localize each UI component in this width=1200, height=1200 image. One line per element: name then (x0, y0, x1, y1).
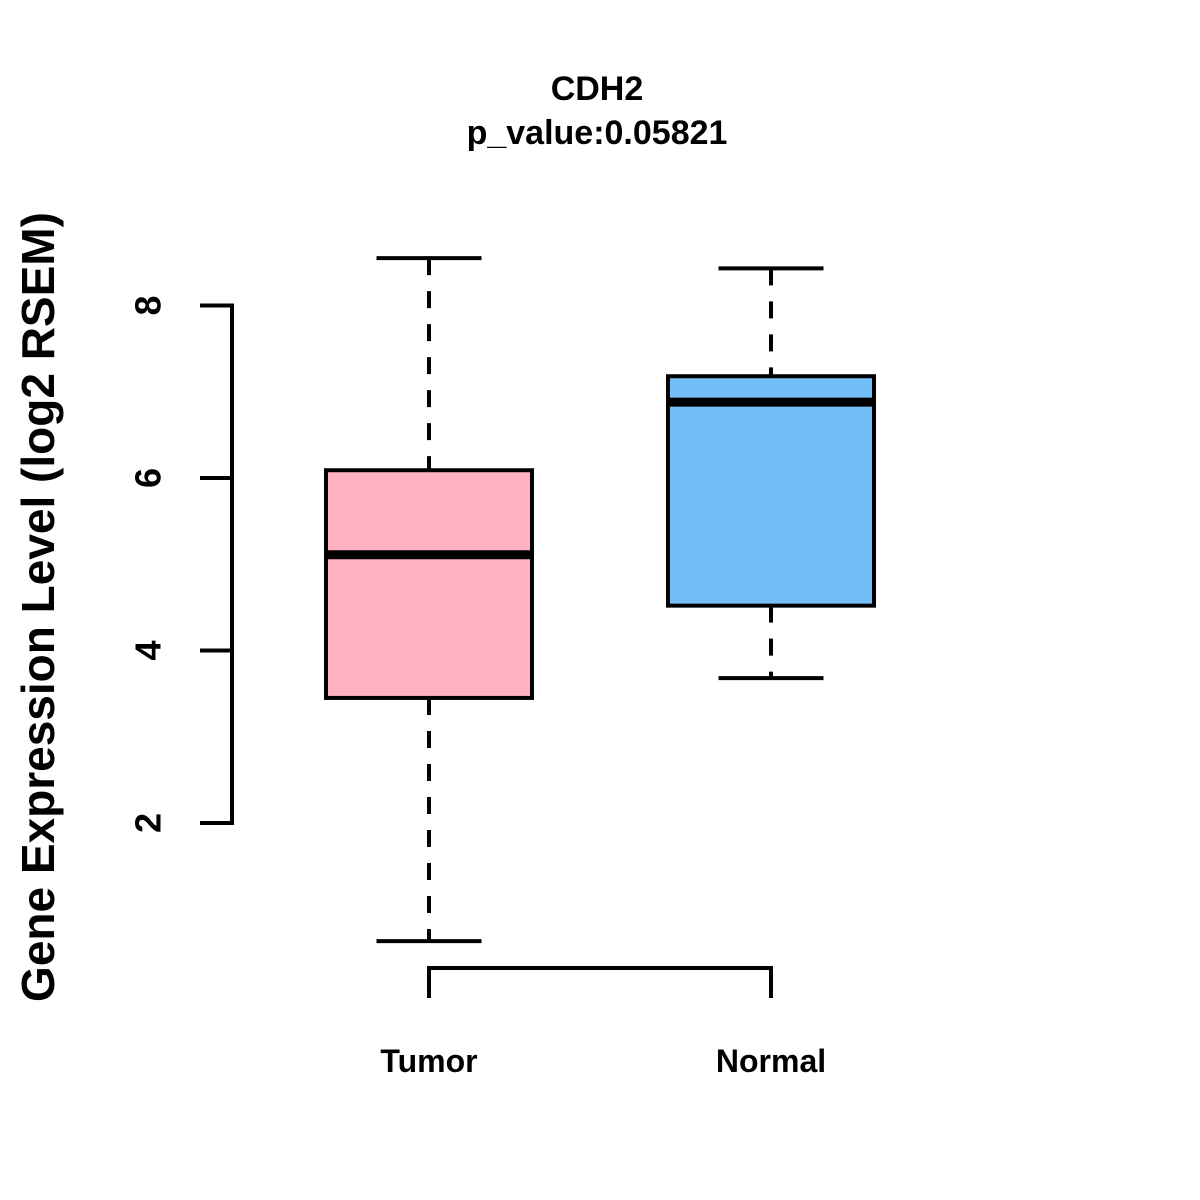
tumor-box (324, 468, 534, 700)
normal-box (666, 374, 876, 608)
tumor-category-label: Tumor (380, 1043, 477, 1079)
y-tick-label: 2 (128, 813, 169, 833)
y-tick-label: 6 (128, 468, 169, 488)
x-axis-bracket (427, 966, 773, 998)
chart-subtitle: p_value:0.05821 (466, 114, 728, 152)
y-tick-label: 4 (128, 640, 169, 660)
normal-category-label: Normal (716, 1043, 826, 1079)
chart-title: CDH2 (550, 70, 644, 108)
y-tick-label: 8 (128, 295, 169, 315)
